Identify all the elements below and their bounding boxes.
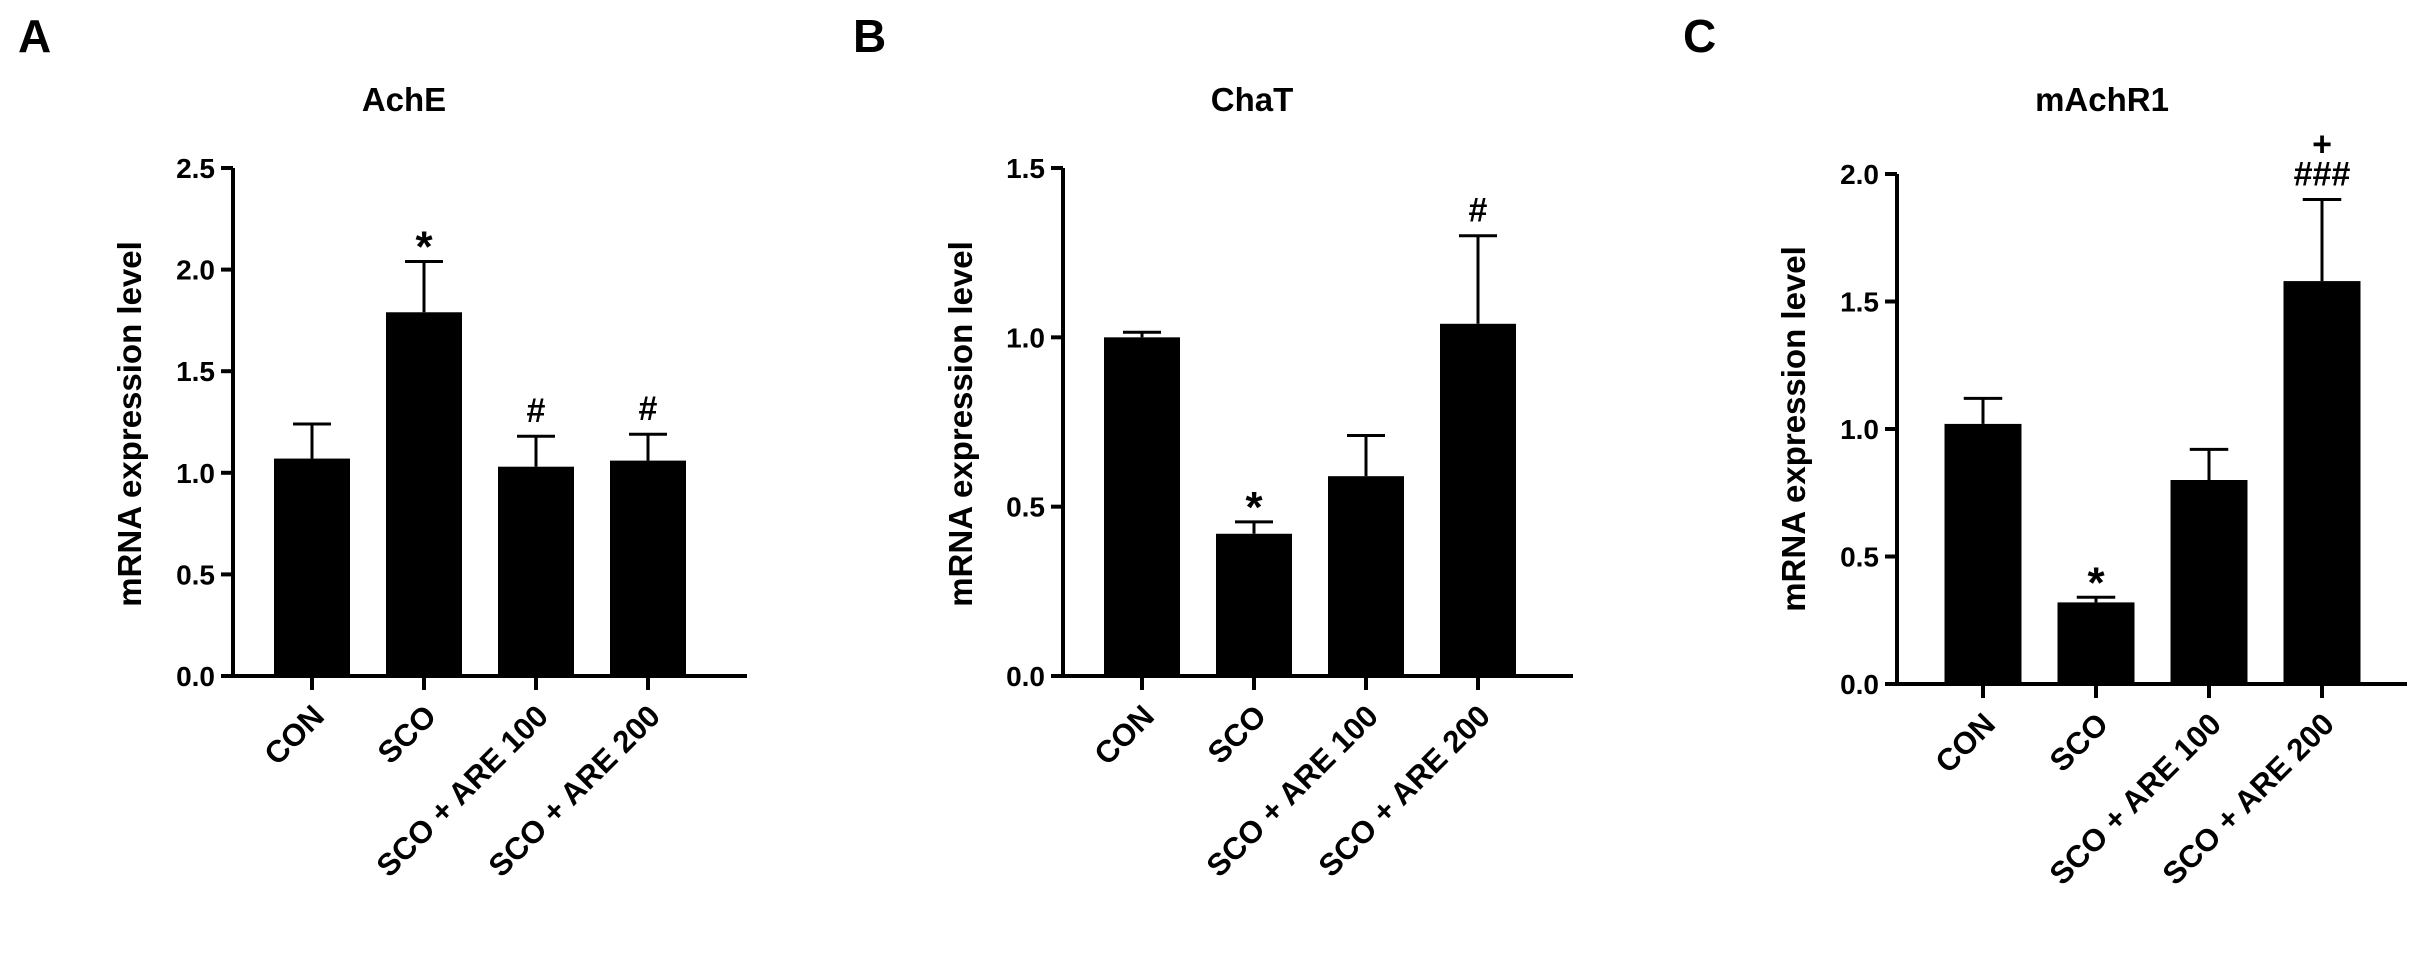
y-axis-label: mRNA expression level bbox=[942, 241, 979, 607]
x-tick-label: CON bbox=[257, 698, 330, 771]
panel-letter: C bbox=[1683, 10, 1716, 62]
significance-label: + bbox=[2312, 126, 2332, 164]
bar bbox=[498, 466, 574, 676]
significance-label: ### bbox=[2294, 156, 2351, 194]
y-tick-label: 1.5 bbox=[1840, 287, 1879, 318]
y-tick-label: 0.5 bbox=[176, 559, 215, 590]
y-axis-label: mRNA expression level bbox=[111, 241, 148, 607]
bar bbox=[386, 312, 462, 676]
bar bbox=[610, 460, 686, 676]
bar bbox=[2170, 480, 2248, 684]
x-tick-label: CON bbox=[1087, 698, 1160, 771]
y-tick-label: 2.0 bbox=[1840, 159, 1879, 190]
significance-label: # bbox=[527, 392, 546, 430]
y-tick-label: 1.0 bbox=[1006, 322, 1045, 353]
bar bbox=[1328, 476, 1404, 676]
x-tick-label: SCO bbox=[371, 698, 443, 770]
bar bbox=[1216, 533, 1292, 676]
bar bbox=[1944, 423, 2022, 684]
y-tick-label: 2.5 bbox=[176, 153, 215, 184]
chart-title: mAchR1 bbox=[2035, 81, 2169, 118]
panel-letter: B bbox=[853, 10, 886, 62]
chart-panel-c: C mAchR1 mRNA expression level 0.0 0.5 1.0… bbox=[1683, 10, 2407, 892]
y-tick-label: 1.0 bbox=[176, 458, 215, 489]
y-axis-label: mRNA expression level bbox=[1775, 246, 1812, 612]
significance-label: * bbox=[1245, 483, 1263, 532]
panel-letter: A bbox=[18, 10, 51, 62]
significance-label: * bbox=[415, 222, 433, 271]
bar bbox=[274, 458, 350, 676]
chart-title: ChaT bbox=[1211, 81, 1294, 118]
y-tick-label: 0.0 bbox=[1840, 669, 1879, 700]
y-tick-label: 0.5 bbox=[1840, 542, 1879, 573]
chart-title: AchE bbox=[362, 81, 446, 118]
y-tick-label: 1.5 bbox=[176, 356, 215, 387]
y-tick-label: 2.0 bbox=[176, 255, 215, 286]
significance-label: # bbox=[639, 390, 658, 428]
chart-panel-a: A AchE mRNA expression level 0.0 0.5 1.0 1.… bbox=[18, 10, 747, 884]
x-tick-label: SCO bbox=[2043, 706, 2115, 778]
y-tick-label: 0.0 bbox=[1006, 661, 1045, 692]
bar bbox=[2283, 281, 2361, 684]
y-tick-label: 1.5 bbox=[1006, 153, 1045, 184]
y-tick-label: 0.0 bbox=[176, 661, 215, 692]
x-tick-label: CON bbox=[1928, 706, 2001, 779]
significance-label: # bbox=[1469, 192, 1488, 230]
bar bbox=[1440, 323, 1516, 676]
significance-label: * bbox=[2087, 558, 2105, 607]
x-tick-label: SCO bbox=[1201, 698, 1273, 770]
chart-panel-b: B ChaT mRNA expression level 0.0 0.5 1.0 1.… bbox=[853, 10, 1573, 884]
y-tick-label: 1.0 bbox=[1840, 414, 1879, 445]
bar bbox=[1104, 337, 1180, 676]
y-tick-label: 0.5 bbox=[1006, 492, 1045, 523]
bar bbox=[2057, 602, 2135, 684]
